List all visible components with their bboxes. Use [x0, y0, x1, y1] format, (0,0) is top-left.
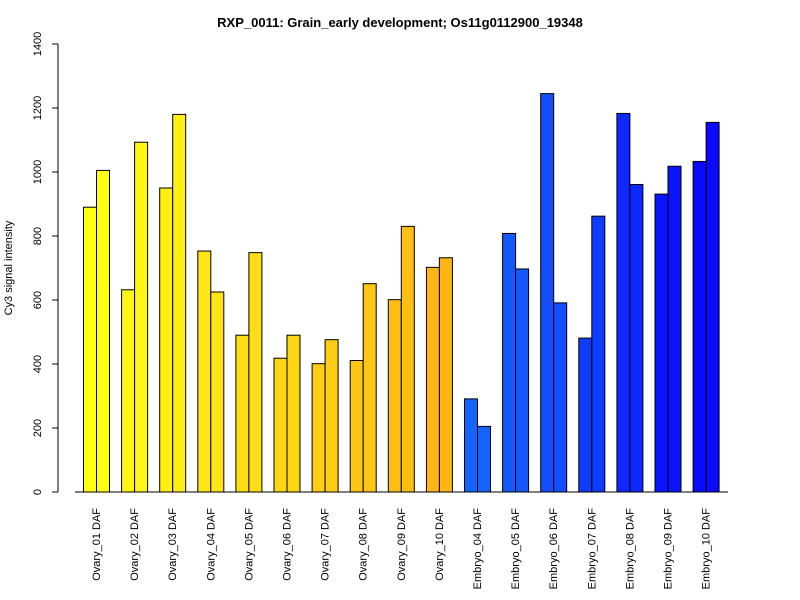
bar-10-2: [438, 257, 453, 493]
category-label: Embryo_08 DAF: [624, 508, 636, 590]
bar-6-2: [286, 334, 301, 493]
y-tick-label: 800: [32, 227, 44, 245]
bars: [83, 93, 720, 493]
category-label: Embryo_07 DAF: [586, 508, 598, 590]
category-label: Embryo_10 DAF: [701, 508, 713, 590]
bar-7-2: [324, 339, 339, 493]
bar-15-1: [616, 112, 631, 493]
category-label: Ovary_04 DAF: [205, 508, 217, 581]
y-tick-label: 1400: [32, 32, 44, 56]
y-axis: 0 200 400 600 800 1000 1200 1400: [32, 32, 59, 495]
bar-13-1: [540, 93, 555, 493]
category-label: Ovary_07 DAF: [320, 508, 332, 581]
bar-16-1: [654, 193, 669, 493]
bar-15-2: [629, 183, 644, 493]
bar-2-1: [121, 289, 136, 493]
category-label: Embryo_09 DAF: [663, 508, 675, 590]
bar-2-2: [134, 141, 149, 493]
bar-17-1: [692, 160, 707, 493]
bar-3-2: [172, 113, 187, 493]
category-label: Ovary_05 DAF: [243, 508, 255, 581]
bar-16-2: [667, 165, 682, 493]
bar-6-1: [273, 357, 288, 493]
category-label: Ovary_01 DAF: [91, 508, 103, 581]
bar-8-2: [362, 283, 377, 493]
bar-4-1: [197, 250, 212, 493]
category-label: Embryo_04 DAF: [472, 508, 484, 590]
category-label: Ovary_09 DAF: [396, 508, 408, 581]
category-label: Ovary_08 DAF: [358, 508, 370, 581]
bar-7-1: [311, 363, 326, 493]
bar-10-1: [425, 266, 440, 493]
bar-9-2: [400, 225, 415, 493]
category-labels: Ovary_01 DAF Ovary_02 DAF Ovary_03 DAF Ovar…: [91, 508, 713, 590]
bar-3-1: [159, 187, 174, 493]
bar-9-1: [387, 299, 402, 493]
category-label: Embryo_06 DAF: [548, 508, 560, 590]
bar-14-2: [591, 215, 606, 493]
bar-13-2: [553, 302, 568, 493]
bar-5-1: [235, 334, 250, 493]
bar-12-1: [502, 232, 517, 493]
category-label: Ovary_06 DAF: [282, 508, 294, 581]
category-label: Ovary_02 DAF: [129, 508, 141, 581]
bar-4-2: [210, 291, 225, 493]
y-tick-label: 1200: [32, 96, 44, 120]
bar-8-1: [349, 359, 364, 493]
bar-11-2: [477, 425, 491, 493]
y-tick-label: 600: [32, 291, 44, 309]
category-label: Ovary_10 DAF: [434, 508, 446, 581]
bar-5-2: [248, 252, 263, 493]
bar-14-1: [578, 337, 593, 493]
y-tick-label: 0: [32, 489, 44, 495]
bar-11-1: [464, 398, 478, 493]
y-axis-label: Cy3 signal intensity: [3, 220, 15, 315]
y-tick-label: 400: [32, 355, 44, 373]
bar-17-2: [705, 121, 720, 493]
y-tick-label: 1000: [32, 160, 44, 184]
chart-title: RXP_0011: Grain_early development; Os11g…: [217, 15, 583, 30]
bar-12-2: [515, 268, 530, 493]
category-label: Ovary_03 DAF: [167, 508, 179, 581]
y-tick-label: 200: [32, 419, 44, 437]
category-label: Embryo_05 DAF: [510, 508, 522, 590]
bar-1-1: [83, 206, 97, 493]
bar-1-2: [96, 169, 110, 493]
